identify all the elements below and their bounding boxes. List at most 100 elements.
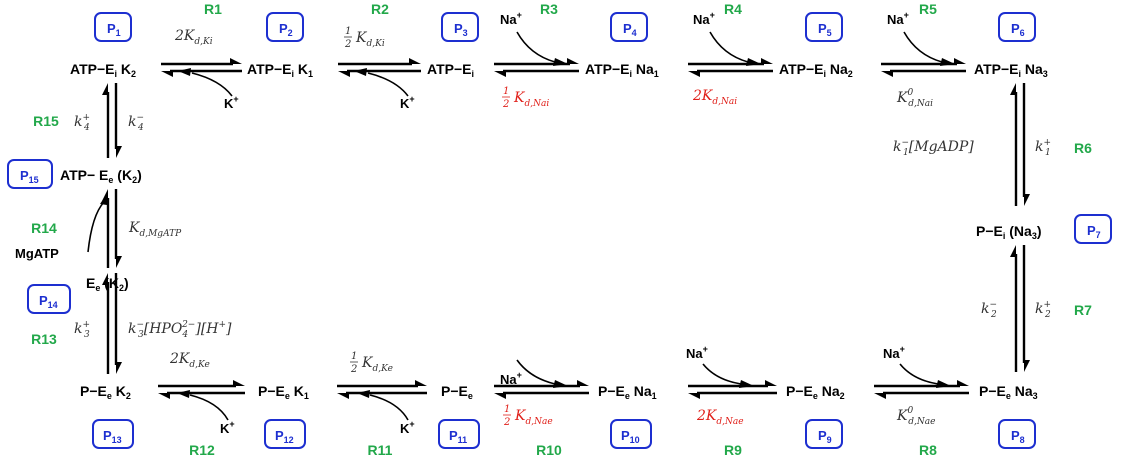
na-bind-arrow-r5: Na+ <box>887 10 955 66</box>
svg-text:Na+: Na+ <box>500 10 522 27</box>
svg-text:MgATP: MgATP <box>15 246 59 261</box>
population-box-p9: P9 <box>805 419 843 449</box>
svg-text:1: 1 <box>351 351 357 362</box>
state-s6: ATP−Ei Na3 <box>974 61 1048 79</box>
svg-text:Na+: Na+ <box>887 10 909 27</box>
equilibrium-arrows-r12 <box>158 380 245 399</box>
state-s5: ATP−Ei Na2 <box>779 61 853 79</box>
svg-text:P6: P6 <box>1011 21 1025 38</box>
svg-text:P3: P3 <box>454 21 468 38</box>
svg-text:K+: K+ <box>220 419 235 436</box>
svg-text:K+: K+ <box>224 94 239 111</box>
population-box-p11: P11 <box>438 419 480 449</box>
state-s12: P−Ee K1 <box>258 383 309 401</box>
population-box-p8: P8 <box>998 419 1036 449</box>
reaction-label-r14: R14 <box>31 220 57 236</box>
na-release-arrow-r8: Na+ <box>883 344 951 388</box>
rate-r2: 1 2 Kd,Ki <box>344 26 385 50</box>
na-release-arrow-r9: Na+ <box>686 344 754 388</box>
rate-r12: 2Kd,Ke <box>169 351 210 370</box>
equilibrium-arrows-r15 <box>102 83 122 158</box>
equilibrium-arrows-r8 <box>874 380 969 399</box>
k-bind-arrow-r12: K+ <box>177 390 235 436</box>
population-box-p12: P12 <box>264 419 306 449</box>
state-s13: P−Ee K2 <box>80 383 131 401</box>
reaction-label-r15: R15 <box>33 113 59 129</box>
svg-text:P11: P11 <box>449 428 467 445</box>
population-box-p5: P5 <box>805 12 843 42</box>
equilibrium-arrows-r1 <box>161 58 242 77</box>
svg-text:P1: P1 <box>107 21 121 38</box>
population-box-p2: P2 <box>266 12 304 42</box>
state-s4: ATP−Ei Na1 <box>585 61 659 79</box>
state-s7: P−Ei (Na3) <box>976 223 1042 241</box>
equilibrium-arrows-r3 <box>494 58 579 77</box>
k-release-arrow-r2: K+ <box>354 68 415 111</box>
rate-r13-reverse: k− 3[HPO42−][H+] <box>128 320 232 340</box>
rate-r3: 1 2 Kd,Nai <box>502 86 549 110</box>
reaction-label-r10: R10 <box>536 442 562 458</box>
rate-r6-forward: k+ 1 <box>1035 138 1051 158</box>
population-box-p3: P3 <box>441 12 479 42</box>
state-s8: P−Ee Na3 <box>979 383 1038 401</box>
svg-text:1: 1 <box>503 86 509 97</box>
equilibrium-arrows-r5 <box>881 58 966 77</box>
svg-text:2: 2 <box>502 99 509 110</box>
equilibrium-arrows-r4 <box>688 58 773 77</box>
rate-r1: 2Kd,Ki <box>174 28 213 47</box>
population-box-p14: P14 <box>27 284 71 314</box>
svg-text:Kd,Nae: Kd,Nae <box>514 408 553 427</box>
svg-text:P10: P10 <box>621 428 640 445</box>
svg-text:1: 1 <box>504 404 510 415</box>
reaction-label-r3: R3 <box>540 1 558 17</box>
population-box-p7: P7 <box>1074 214 1112 244</box>
svg-text:1: 1 <box>345 26 351 37</box>
state-s3: ATP−Ei <box>427 61 474 79</box>
svg-text:P8: P8 <box>1011 428 1025 445</box>
reaction-label-r9: R9 <box>724 442 742 458</box>
na-bind-arrow-r3: Na+ <box>500 10 568 66</box>
state-s11: P−Ee <box>441 383 473 401</box>
population-box-p13: P13 <box>92 419 134 449</box>
svg-text:P12: P12 <box>275 428 294 445</box>
reaction-label-r5: R5 <box>919 1 937 17</box>
rate-r14: Kd,MgATP <box>128 220 182 239</box>
k-release-arrow-r1: K+ <box>178 68 239 111</box>
svg-text:Kd,Nai: Kd,Nai <box>513 90 549 109</box>
rate-r4: 2Kd,Nai <box>692 88 737 107</box>
na-bind-arrow-r4: Na+ <box>693 10 761 66</box>
state-s15: ATP− Ee (K2) <box>60 167 142 185</box>
equilibrium-arrows-r11 <box>337 380 427 399</box>
reaction-label-r7: R7 <box>1074 302 1092 318</box>
rate-r9: 2Kd,Nae <box>696 408 744 427</box>
reaction-label-r4: R4 <box>724 1 742 17</box>
equilibrium-arrows-r7 <box>1010 245 1030 372</box>
svg-text:P14: P14 <box>39 293 58 310</box>
rate-r13-forward: k+ 3 <box>74 320 90 340</box>
equilibrium-arrows-r6 <box>1010 83 1030 206</box>
svg-text:Na+: Na+ <box>686 344 708 361</box>
state-s10: P−Ee Na1 <box>598 383 657 401</box>
svg-text:P5: P5 <box>818 21 832 38</box>
equilibrium-arrows-r2 <box>338 58 421 77</box>
rate-r15-forward: k+ 4 <box>74 113 90 133</box>
rate-r8: K0 d,Nae <box>896 406 935 427</box>
k-bind-arrow-r11: K+ <box>357 390 415 436</box>
svg-text:P2: P2 <box>279 21 293 38</box>
svg-text:Kd,Ke: Kd,Ke <box>361 355 393 374</box>
svg-text:2: 2 <box>503 417 510 428</box>
population-box-p15: P15 <box>7 159 53 189</box>
svg-text:P9: P9 <box>818 428 832 445</box>
rate-r5: K0 d,Nai <box>896 88 933 109</box>
svg-text:2: 2 <box>350 364 357 375</box>
reaction-label-r13: R13 <box>31 331 57 347</box>
state-s1: ATP−Ei K2 <box>70 61 136 79</box>
rate-r11: 1 2 Kd,Ke <box>350 351 393 375</box>
equilibrium-arrows-r9 <box>688 380 777 399</box>
svg-text:2: 2 <box>344 39 351 50</box>
rate-r6-reverse: k− 1[MgADP] <box>893 138 974 158</box>
svg-text:P13: P13 <box>103 428 122 445</box>
svg-text:Na+: Na+ <box>500 370 522 387</box>
rate-r15-reverse: k− 4 <box>128 113 144 133</box>
